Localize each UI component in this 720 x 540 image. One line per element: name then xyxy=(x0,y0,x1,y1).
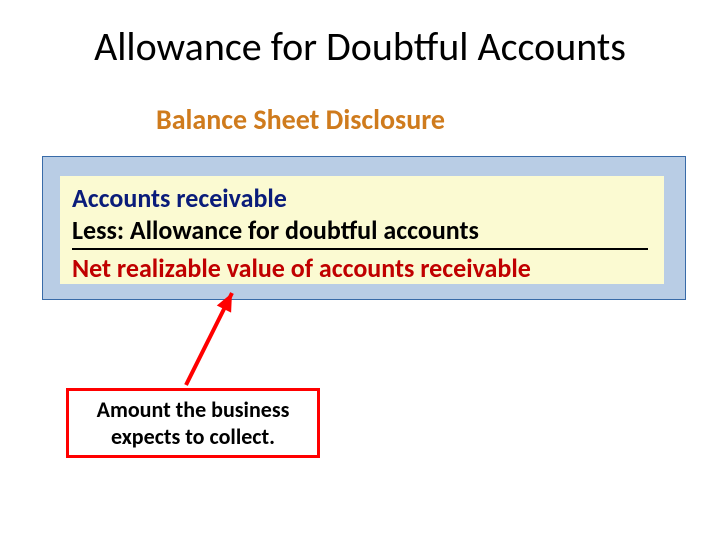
callout-line2: expects to collect. xyxy=(111,423,275,450)
arrow-icon xyxy=(0,0,720,540)
callout-box: Amount the business expects to collect. xyxy=(66,388,320,458)
callout-line1: Amount the business xyxy=(97,396,290,423)
